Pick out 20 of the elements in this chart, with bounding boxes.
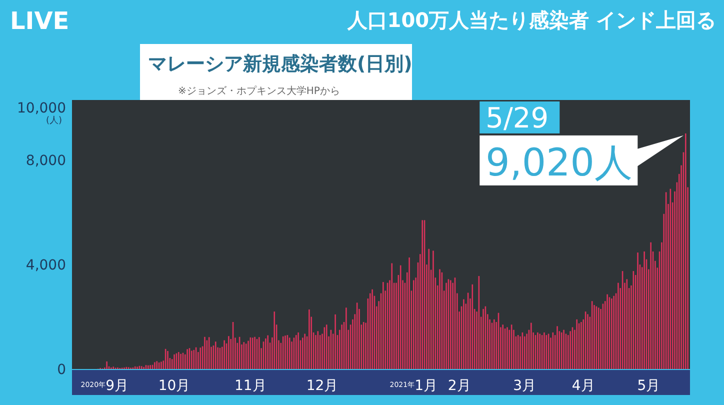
x-tick-label: 5月 — [637, 378, 660, 394]
annotation: 5/29 — [486, 101, 549, 134]
x-tick-label: 11月 — [234, 378, 266, 394]
x-tick-label: 3月 — [513, 378, 536, 394]
x-tick-label: 10月 — [158, 378, 190, 394]
text: LIVE — [10, 7, 70, 35]
y-tick-label: 10,000 — [17, 100, 66, 117]
x-tick-label: 4月 — [572, 378, 595, 394]
x-tick-label: 12月 — [306, 378, 338, 394]
x-tick-label: $^{2021年}$1月 — [390, 378, 438, 394]
chart-subtitle: マレーシア新規感染者数(日別) — [148, 53, 412, 75]
y-tick-label: 0 — [57, 362, 66, 378]
chart-title: 人口100万人当たり感染者 インド上回る — [346, 8, 716, 32]
y-axis-title: (人) — [46, 114, 62, 126]
y-tick-label: 8,000 — [26, 152, 66, 169]
annotation: 9,020人 — [486, 140, 632, 184]
x-tick-label: 2月 — [448, 378, 471, 394]
x-tick-label: $^{2020年}$9月 — [80, 378, 129, 394]
text: ※ジョンズ・ホプキンス大学HPから — [178, 85, 340, 97]
y-tick-label: 4,000 — [26, 257, 66, 274]
